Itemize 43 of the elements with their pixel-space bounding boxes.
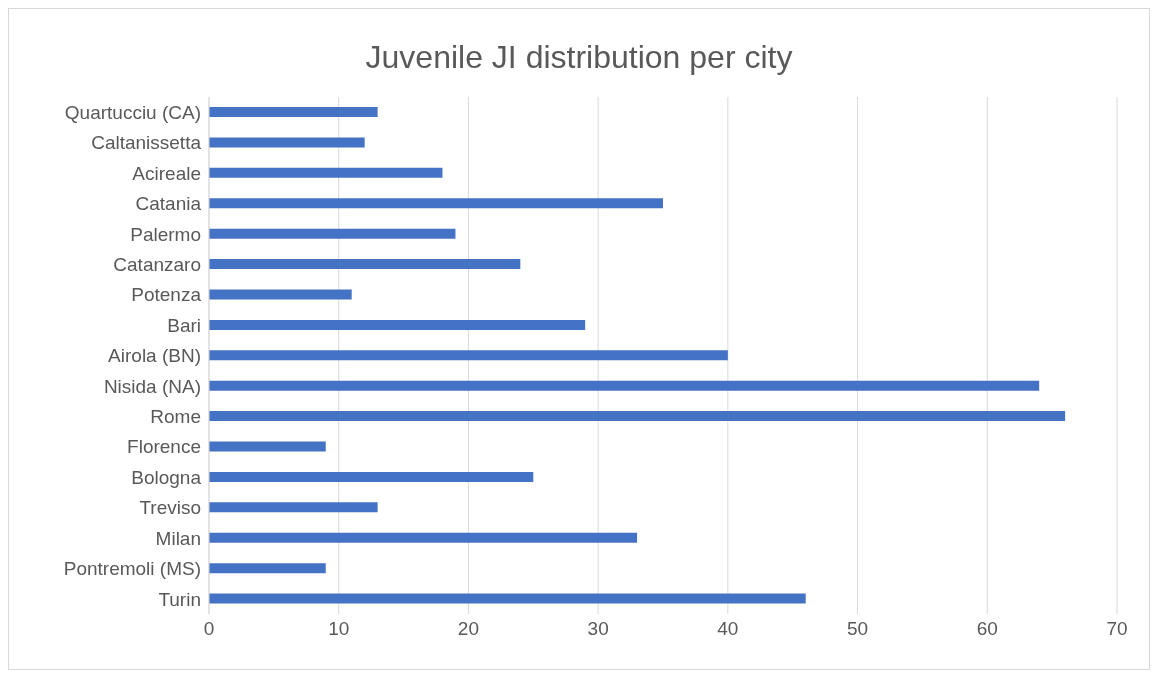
x-tick-label: 30 xyxy=(587,618,609,640)
y-tick-label: Quartucciu (CA) xyxy=(64,101,201,123)
x-tick-label: 40 xyxy=(717,618,739,640)
bar xyxy=(209,137,365,148)
bar xyxy=(209,411,1066,422)
bar xyxy=(209,198,663,209)
bar xyxy=(209,471,534,482)
bar xyxy=(209,107,378,117)
y-tick-label: Florence xyxy=(127,436,201,458)
bar xyxy=(209,289,352,300)
y-tick-label: Milan xyxy=(155,527,201,549)
bar xyxy=(209,380,1040,391)
y-tick-label: Potenza xyxy=(131,284,202,306)
bar xyxy=(209,319,586,330)
bar xyxy=(209,563,326,574)
bar xyxy=(209,593,806,604)
y-tick-label: Pontremoli (MS) xyxy=(63,558,201,580)
y-tick-label: Rome xyxy=(150,406,201,428)
x-tick-label: 60 xyxy=(976,618,998,640)
x-tick-label: 10 xyxy=(328,618,350,640)
bar xyxy=(209,259,521,270)
bar xyxy=(209,228,456,239)
y-tick-label: Treviso xyxy=(139,497,201,519)
y-tick-label: Palermo xyxy=(130,223,201,245)
y-tick-label: Catanzaro xyxy=(113,254,201,276)
x-tick-label: 20 xyxy=(457,618,479,640)
bar xyxy=(209,350,728,361)
y-tick-label: Turin xyxy=(158,588,201,610)
y-tick-label: Airola (BN) xyxy=(108,345,201,367)
bar xyxy=(209,532,638,543)
x-tick-label: 0 xyxy=(203,618,215,640)
x-tick-label: 50 xyxy=(847,618,869,640)
y-tick-label: Caltanissetta xyxy=(91,132,202,154)
x-tick-label: 70 xyxy=(1106,618,1128,640)
y-tick-label: Bari xyxy=(167,314,201,336)
bar xyxy=(209,502,378,513)
chart-title: Juvenile JI distribution per city xyxy=(364,38,794,77)
bar xyxy=(209,441,326,452)
y-tick-label: Bologna xyxy=(131,466,202,488)
y-tick-label: Nisida (NA) xyxy=(103,375,201,397)
y-tick-label: Catania xyxy=(135,193,202,215)
bar xyxy=(209,167,443,178)
y-tick-label: Acireale xyxy=(132,162,201,184)
